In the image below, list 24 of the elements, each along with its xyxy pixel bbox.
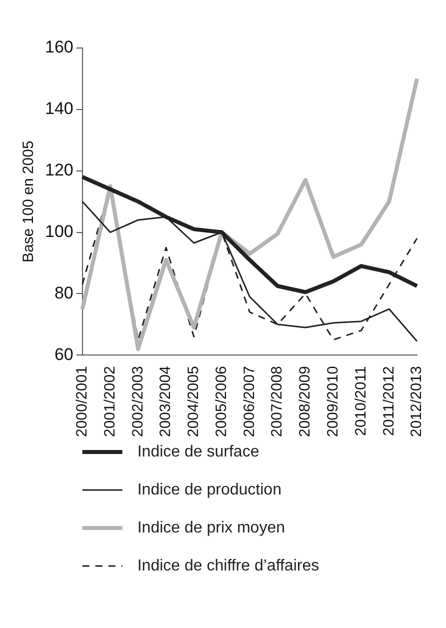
x-tick-label: 2001/2002: [101, 366, 118, 437]
x-tick-label: 2006/2007: [240, 366, 258, 437]
x-tick-label: 2007/2008: [268, 366, 286, 437]
x-tick-label: 2005/2006: [212, 366, 230, 437]
legend-label: Indice de chiffre d’affaires: [137, 557, 320, 574]
x-tick-label: 2000/2001: [74, 366, 91, 437]
legend-label: Indice de prix moyen: [137, 519, 286, 536]
x-tick-label: 2011/2012: [380, 366, 398, 436]
y-tick-label: 140: [44, 99, 74, 118]
x-tick-label: 2008/2009: [296, 366, 314, 437]
y-tick-label: 60: [54, 344, 74, 364]
y-tick-label: 100: [44, 222, 74, 241]
x-tick-label: 2009/2010: [324, 366, 342, 437]
y-tick-label: 80: [54, 283, 74, 302]
legend-label: Indice de surface: [137, 443, 260, 460]
y-tick-label: 160: [44, 38, 74, 57]
legend-label: Indice de production: [137, 481, 282, 498]
x-tick-label: 2004/2005: [185, 366, 202, 437]
x-tick-label: 2010/2011: [352, 366, 370, 436]
x-tick-label: 2002/2003: [129, 366, 146, 437]
x-tick-label: 2012/2013: [408, 366, 426, 437]
x-tick-label: 2003/2004: [157, 366, 174, 437]
y-tick-label: 120: [44, 160, 74, 180]
y-axis-title: Base 100 en 2005: [20, 140, 38, 262]
